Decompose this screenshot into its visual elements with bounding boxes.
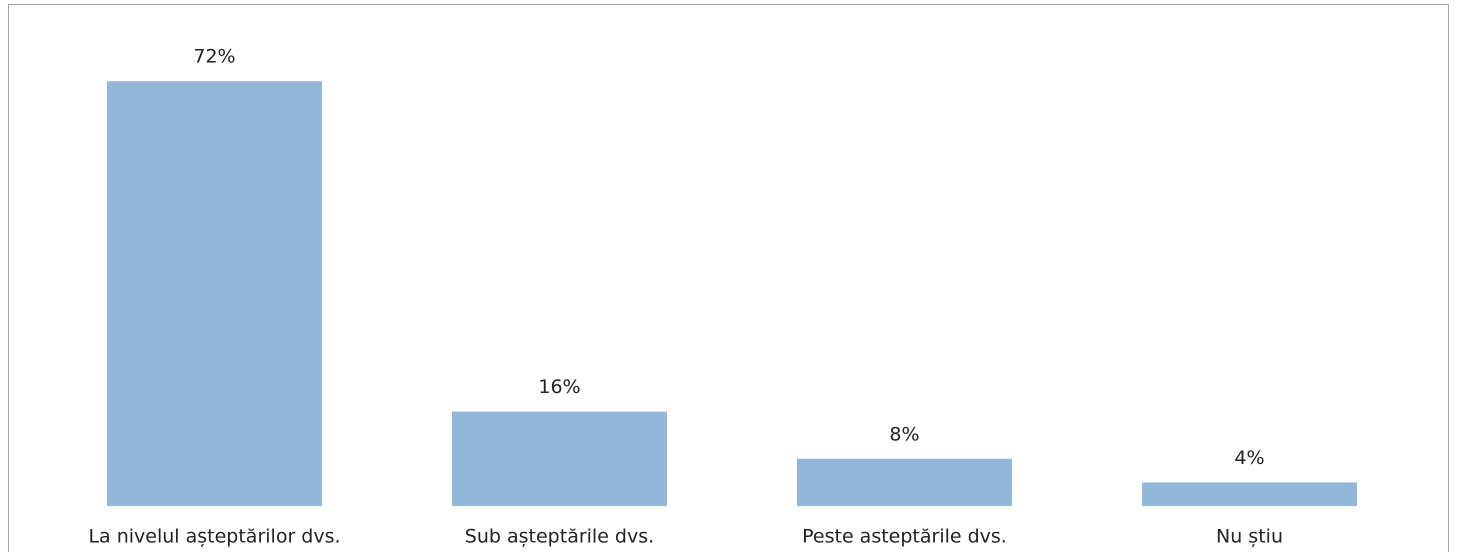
value-label: 72% — [193, 46, 235, 68]
chart-border — [8, 4, 1449, 552]
value-label: 16% — [538, 376, 580, 398]
x-tick-label: La nivelul așteptărilor dvs. — [88, 526, 340, 548]
x-tick-label: Sub așteptările dvs. — [465, 526, 654, 548]
bar — [1142, 482, 1357, 506]
x-tick-label: Peste asteptările dvs. — [802, 526, 1007, 548]
value-label: 4% — [1234, 447, 1264, 469]
bar — [452, 411, 667, 506]
bar — [797, 458, 1012, 506]
x-tick-label: Nu știu — [1216, 526, 1283, 548]
bar — [107, 81, 322, 506]
value-label: 8% — [889, 423, 919, 445]
